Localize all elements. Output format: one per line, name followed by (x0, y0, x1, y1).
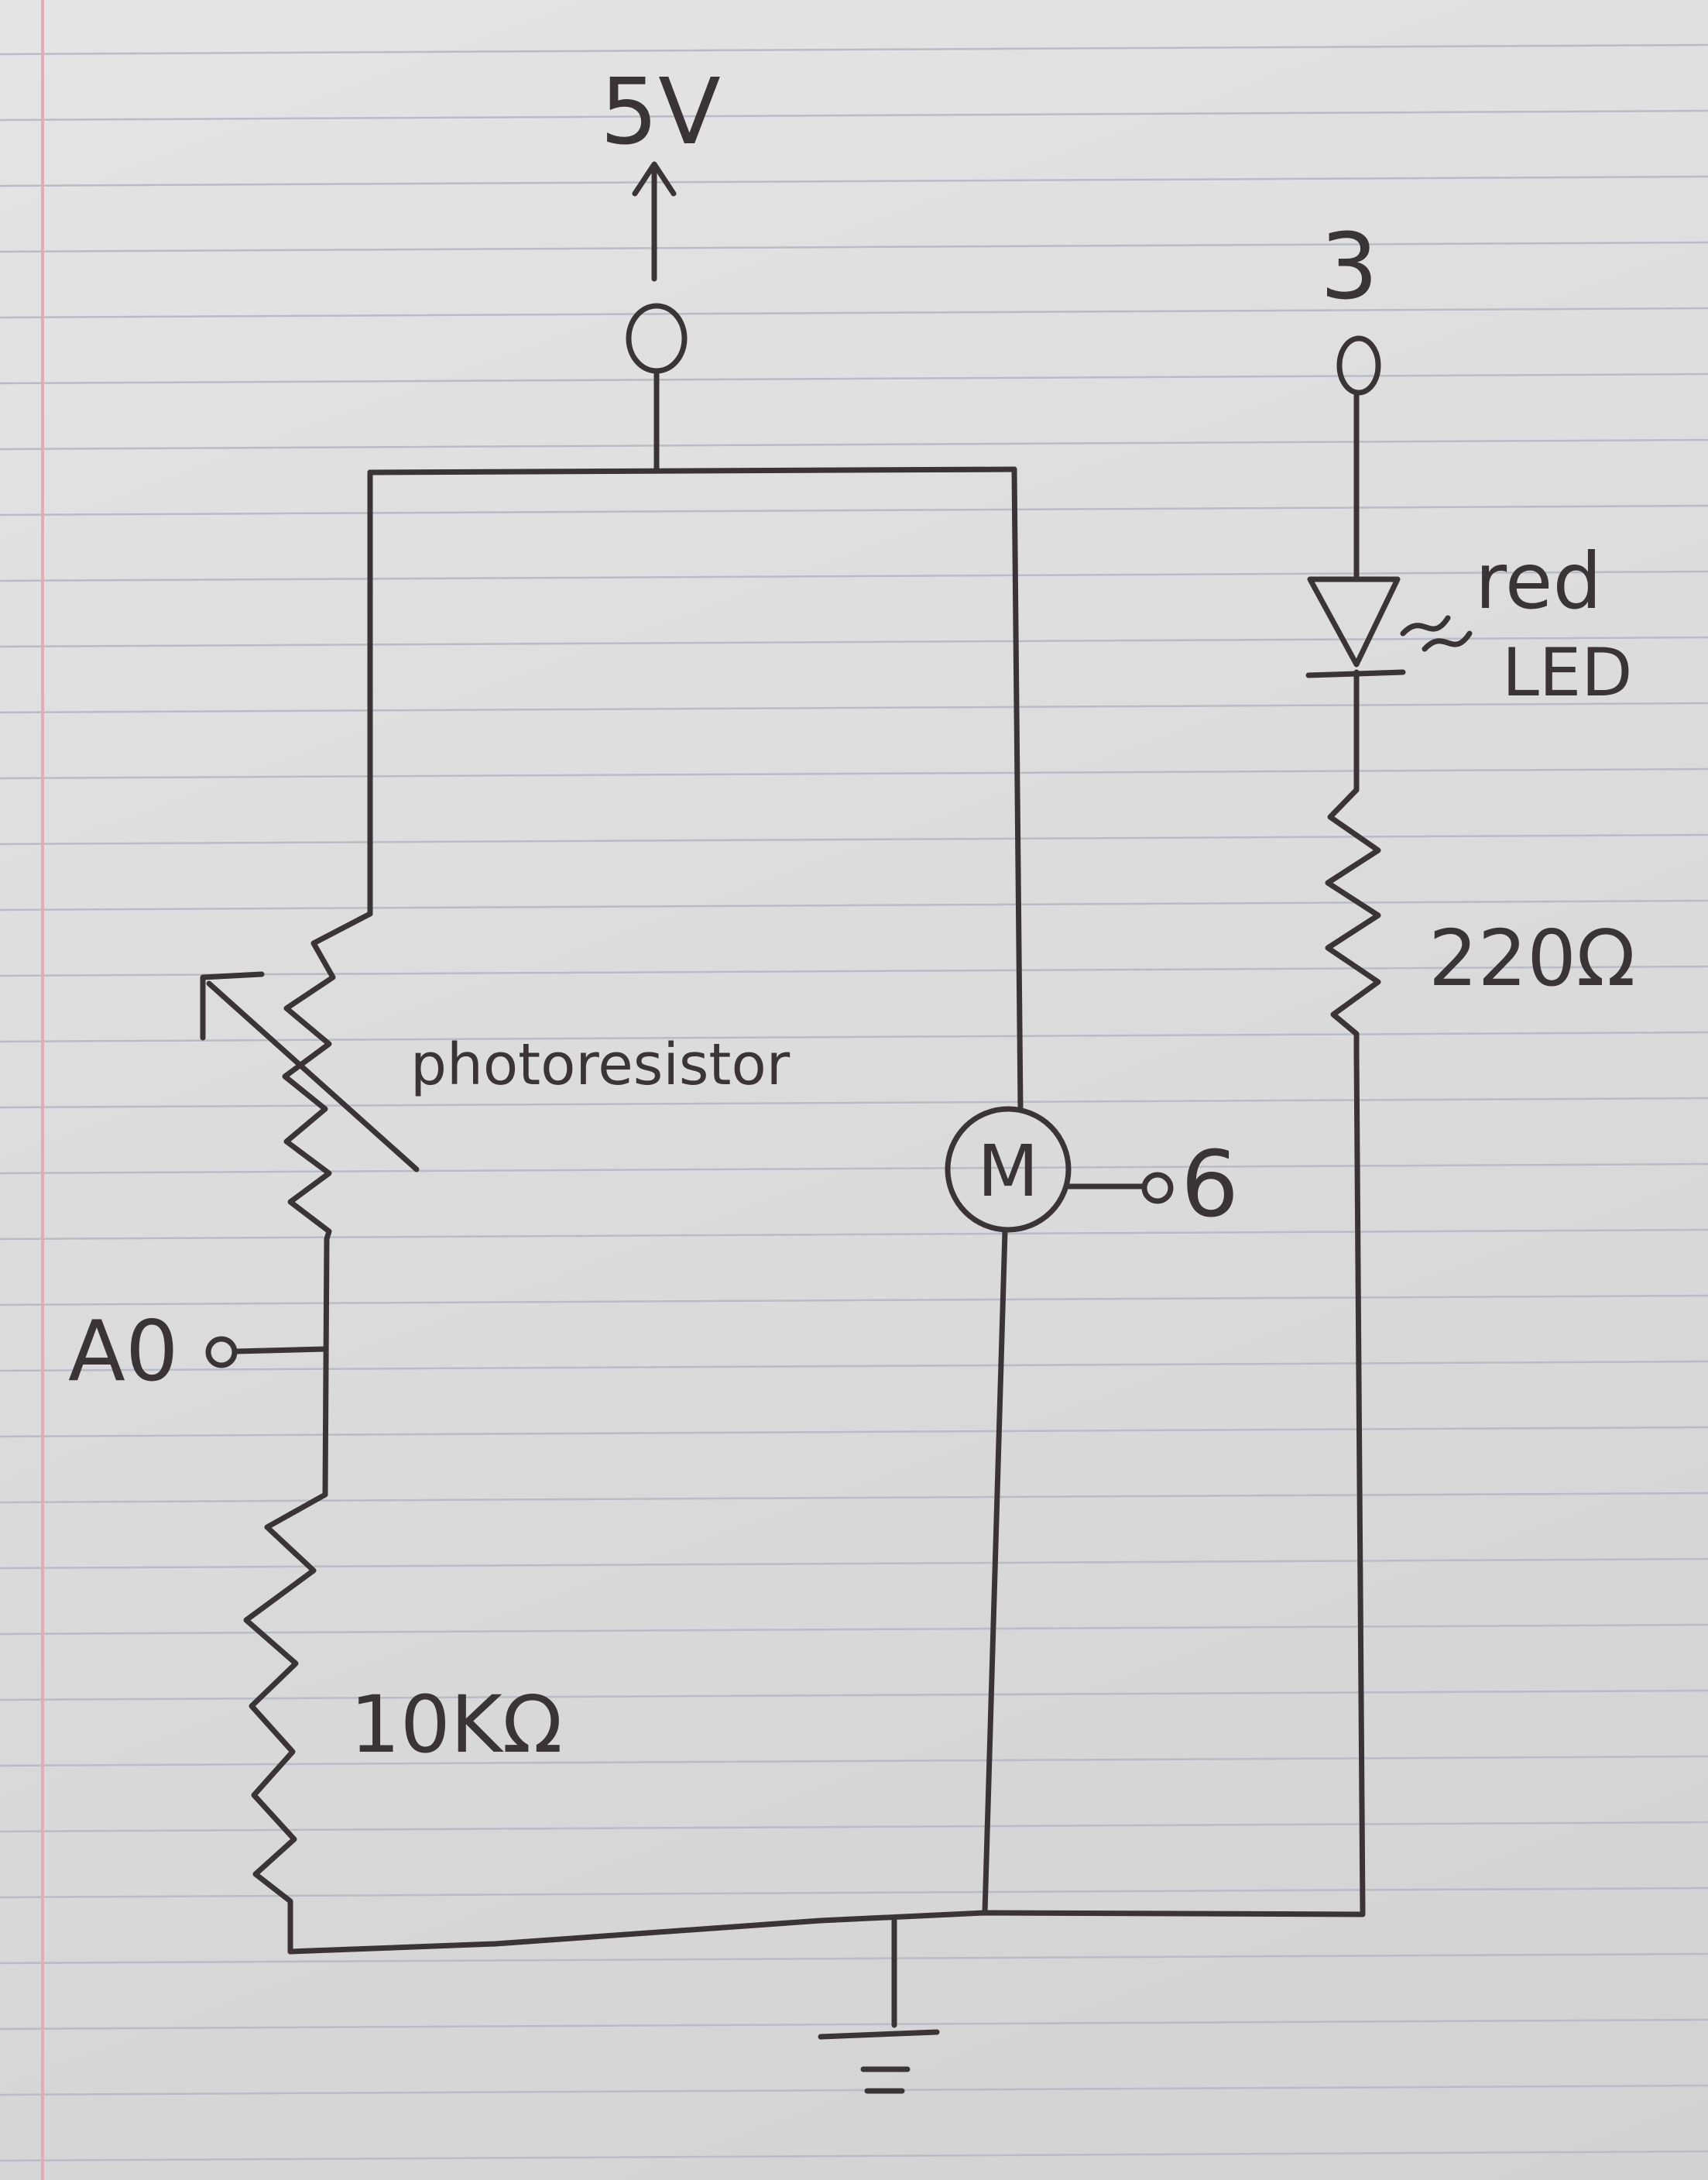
motor-symbol: M (977, 1130, 1038, 1213)
photoresistor-zigzag (282, 911, 373, 1242)
photoresistor-arrow-head-icon (200, 971, 265, 1041)
photoresistor-to-resistor-wire (322, 1236, 330, 1498)
photoresistor-branch: photoresistor (200, 469, 791, 1498)
led-resistor-label: 220Ω (1428, 913, 1635, 1004)
ground-bar-1 (818, 2029, 940, 2040)
analog-tap-terminal (205, 1336, 238, 1368)
supply-arrow-head-icon (632, 161, 677, 197)
motor-branch: M 6 (945, 466, 1239, 1916)
pulldown-resistor-label: 10KΩ (350, 1679, 563, 1771)
led-name-label: LED (1502, 634, 1632, 712)
supply-terminal-circle (626, 303, 688, 374)
led-color-label: red (1475, 536, 1602, 627)
motor-top-wire (1011, 466, 1024, 1112)
pulldown-resistor: 10KΩ (243, 1492, 563, 1955)
led-pin-label: 3 (1320, 213, 1378, 320)
supply-terminal: 5V (600, 58, 721, 474)
motor-bottom-wire (982, 1228, 1008, 1916)
led-branch: 3 red LED 220Ω (1305, 213, 1635, 1916)
top-rail-wire (367, 466, 1017, 475)
light-emission-icon (1400, 615, 1473, 652)
analog-pin-label: A0 (68, 1303, 179, 1400)
pulldown-resistor-zigzag (243, 1492, 328, 1912)
photoresistor-variable-arrow-icon (206, 980, 420, 1172)
ruled-lines (0, 43, 1708, 2162)
led-diode-triangle-icon (1307, 576, 1401, 668)
led-resistor-zigzag (1325, 787, 1381, 1056)
ground-symbol-icon (818, 1917, 940, 2094)
analog-tap-wire (233, 1346, 328, 1354)
photoresistor-label: photoresistor (410, 1032, 791, 1098)
motor-pin-label: 6 (1181, 1131, 1239, 1238)
motor-circle (945, 1106, 1072, 1233)
analog-input-tap: A0 (68, 1303, 328, 1400)
led-pin-terminal (1336, 335, 1381, 396)
ground-rail-wire (287, 1910, 1366, 1955)
motor-pin-terminal (1141, 1172, 1174, 1204)
supply-label: 5V (600, 58, 721, 165)
led-bottom-wire (1353, 1050, 1366, 1916)
